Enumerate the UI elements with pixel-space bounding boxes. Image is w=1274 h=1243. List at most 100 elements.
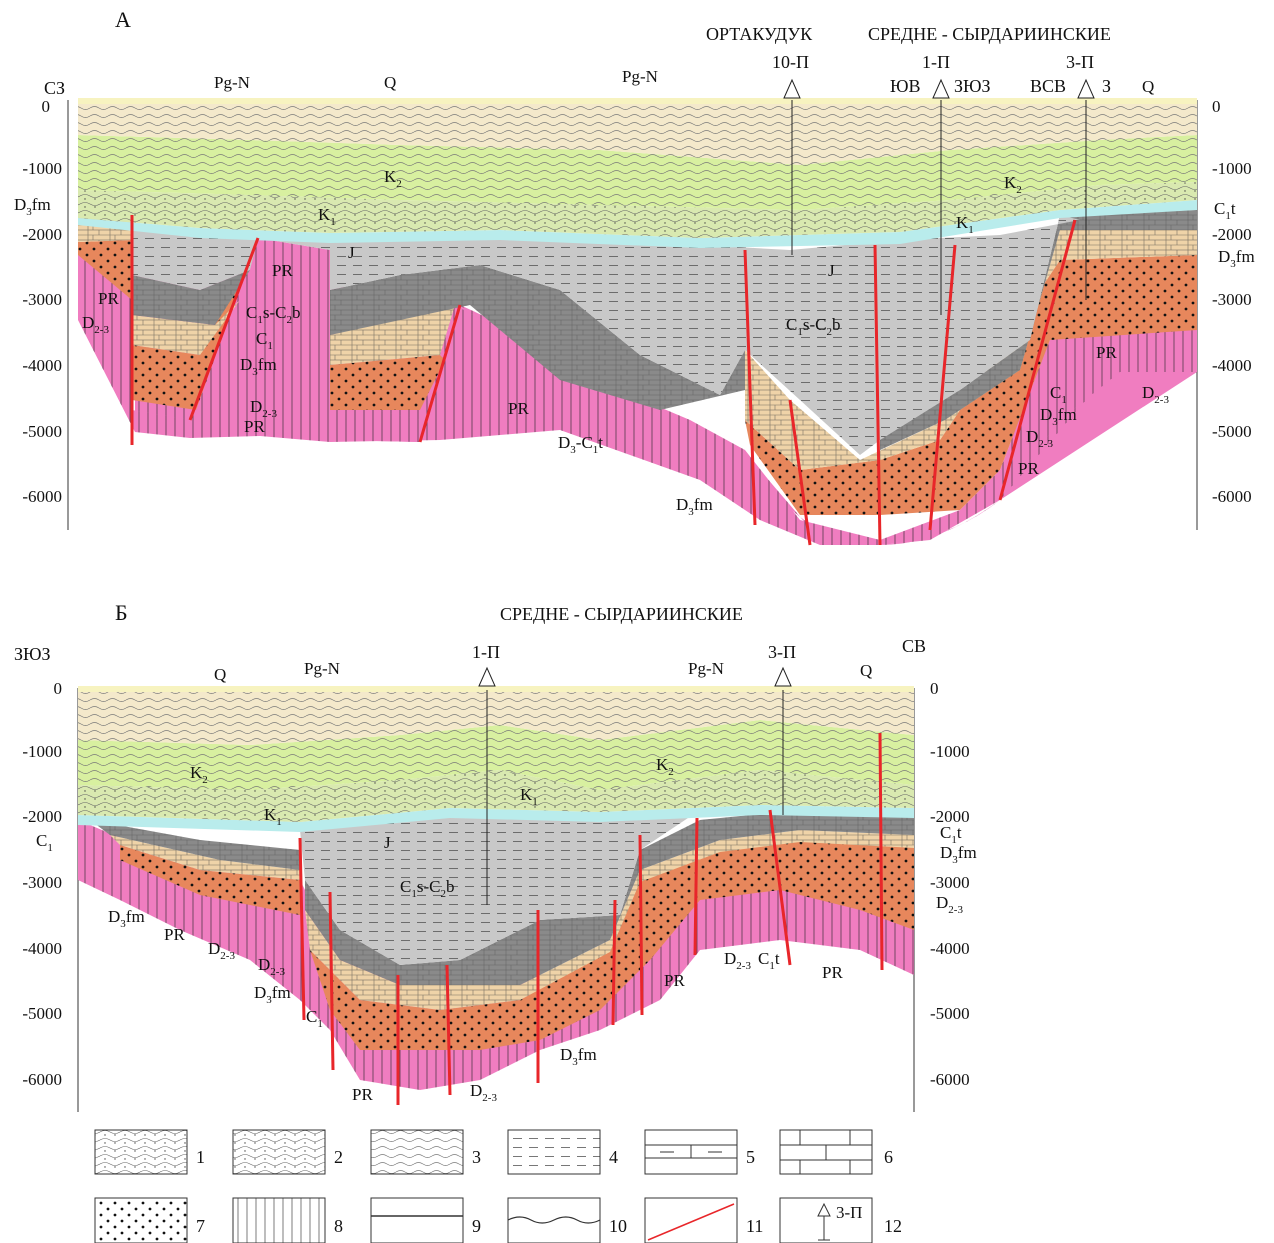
well-1p-label-a: 1-П <box>922 52 950 72</box>
svg-text:D2-3: D2-3 <box>1142 383 1169 406</box>
svg-text:Pg-N: Pg-N <box>688 659 724 678</box>
layer-c1s-c2b-b-pat <box>300 810 700 965</box>
svg-text:-5000: -5000 <box>930 1004 970 1023</box>
svg-text:D2-3: D2-3 <box>470 1081 497 1104</box>
svg-text:-2000: -2000 <box>22 225 62 244</box>
svg-text:K2: K2 <box>656 755 674 778</box>
svg-text:-4000: -4000 <box>22 356 62 375</box>
svg-text:-4000: -4000 <box>22 939 62 958</box>
section-a-dir-left: СЗ <box>44 78 65 98</box>
depth-ticks-a-left: 0 -1000 -2000 -3000 -4000 -5000 -6000 <box>22 97 62 506</box>
layer-k2-a-pat <box>78 135 1197 210</box>
svg-text:D2-3: D2-3 <box>208 939 235 962</box>
svg-text:K2: K2 <box>384 167 402 190</box>
svg-text:J: J <box>828 261 835 280</box>
svg-text:C1t: C1t <box>758 949 780 972</box>
section-b-header: СРЕДНЕ - СЫРДАРИИНСКИЕ <box>500 604 743 624</box>
layer-k1-a-pat <box>78 182 1197 238</box>
layer-j-b <box>78 805 914 832</box>
section-b-dir-left: ЗЮЗ <box>14 644 51 664</box>
svg-text:0: 0 <box>1212 97 1221 116</box>
svg-text:-1000: -1000 <box>22 159 62 178</box>
svg-text:J: J <box>348 243 355 262</box>
svg-text:K2: K2 <box>1004 173 1022 196</box>
svg-text:0: 0 <box>54 679 63 698</box>
section-b-dir-right: СВ <box>902 636 926 656</box>
svg-text:8: 8 <box>334 1216 343 1236</box>
svg-text:-1000: -1000 <box>22 742 62 761</box>
svg-text:Q: Q <box>214 665 226 684</box>
legend-item-12: 3-П 12 <box>779 1197 902 1243</box>
layer-labels-b: Q Pg-N Pg-N Q K2 K2 K1 K1 J C1 D3fm PR D… <box>36 659 977 1104</box>
layer-d23-a-dots <box>78 238 1197 515</box>
svg-text:-6000: -6000 <box>930 1070 970 1089</box>
svg-text:D2-3: D2-3 <box>250 397 277 420</box>
layer-d23-b-dots <box>120 840 914 1050</box>
section-a-letter: А <box>115 7 131 32</box>
svg-text:4: 4 <box>609 1147 618 1167</box>
svg-text:D3fm: D3fm <box>240 355 277 378</box>
svg-text:C1: C1 <box>306 1007 323 1030</box>
legend-item-10: 10 <box>507 1197 627 1243</box>
svg-text:C1t: C1t <box>1214 199 1236 222</box>
well-1p-label-b: 1-П <box>472 642 500 662</box>
well-3p-label-a: 3-П <box>1066 52 1094 72</box>
svg-text:C1t: C1t <box>940 823 962 846</box>
depth-ticks-b-left: 0 -1000 -2000 -3000 -4000 -5000 -6000 <box>22 679 62 1089</box>
layer-q-a <box>78 98 1197 104</box>
legend-item-8: 8 <box>232 1197 343 1243</box>
layer-pr-a-hatch2 <box>78 238 1197 545</box>
section-b-letter: Б <box>115 600 128 625</box>
svg-text:-2000: -2000 <box>930 807 970 826</box>
svg-text:PR: PR <box>98 289 119 308</box>
svg-text:Pg-N: Pg-N <box>622 67 658 86</box>
svg-text:-5000: -5000 <box>22 422 62 441</box>
svg-text:D3-C1t: D3-C1t <box>558 433 603 456</box>
svg-text:D2-3: D2-3 <box>724 949 751 972</box>
svg-text:11: 11 <box>746 1216 763 1236</box>
well-3p-right-dir: З <box>1102 76 1111 96</box>
svg-text:Pg-N: Pg-N <box>214 73 250 92</box>
svg-text:K2: K2 <box>190 763 208 786</box>
svg-text:PR: PR <box>272 261 293 280</box>
legend: 1 2 3 4 5 <box>94 1129 902 1243</box>
wells-b <box>478 666 792 905</box>
svg-text:9: 9 <box>472 1216 481 1236</box>
well-1p-left-dir: ЮВ <box>890 76 921 96</box>
svg-text:3-П: 3-П <box>836 1203 862 1222</box>
svg-text:K1: K1 <box>318 205 336 228</box>
layer-c1s-c2b-a-pat <box>78 215 1080 455</box>
svg-text:-3000: -3000 <box>1212 290 1252 309</box>
svg-text:-3000: -3000 <box>930 873 970 892</box>
layer-j-a <box>78 200 1197 248</box>
legend-item-5: 5 <box>644 1129 755 1175</box>
layer-k2-b-pat <box>78 720 914 790</box>
well-3p-label-b: 3-П <box>768 642 796 662</box>
well-3p-left-dir: ВСВ <box>1030 76 1066 96</box>
svg-text:PR: PR <box>352 1085 373 1104</box>
layer-k1-b-pat <box>78 770 914 822</box>
layer-labels-a: Pg-N Q Pg-N Q K2 K2 K1 K1 J J D3fm PR PR… <box>14 67 1255 518</box>
svg-text:7: 7 <box>196 1216 205 1236</box>
svg-text:-1000: -1000 <box>930 742 970 761</box>
depth-ticks-a-right: 0 -1000 -2000 -3000 -4000 -5000 -6000 <box>1212 97 1252 506</box>
legend-item-2: 2 <box>232 1129 343 1175</box>
svg-text:Q: Q <box>860 661 872 680</box>
layer-q-b <box>78 686 914 692</box>
wells-a <box>783 78 1095 315</box>
svg-text:-4000: -4000 <box>1212 356 1252 375</box>
svg-text:K1: K1 <box>520 785 538 808</box>
svg-text:D3fm: D3fm <box>254 983 291 1006</box>
faults-a <box>130 215 1077 546</box>
faults-b <box>298 732 884 1105</box>
svg-text:-6000: -6000 <box>1212 487 1252 506</box>
well-1p-right-dir: ЗЮЗ <box>954 76 991 96</box>
section-a-header-left: ОРТАКУДУК <box>706 24 813 44</box>
svg-text:6: 6 <box>884 1147 893 1167</box>
svg-text:C1s-C2b: C1s-C2b <box>786 315 840 338</box>
svg-text:2: 2 <box>334 1147 343 1167</box>
svg-text:D3fm: D3fm <box>14 195 51 218</box>
svg-text:Q: Q <box>1142 77 1154 96</box>
svg-text:K1: K1 <box>956 213 974 236</box>
